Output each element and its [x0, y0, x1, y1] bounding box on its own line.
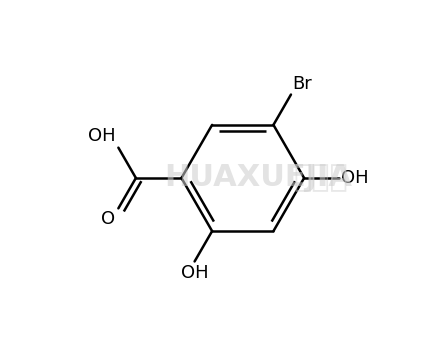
Text: OH: OH [88, 127, 116, 145]
Text: HUAXUEJIA: HUAXUEJIA [164, 163, 352, 193]
Text: Br: Br [293, 75, 312, 93]
Text: OH: OH [341, 169, 369, 187]
Text: O: O [102, 210, 116, 228]
Text: OH: OH [181, 264, 209, 282]
Text: 化学加: 化学加 [293, 163, 348, 193]
